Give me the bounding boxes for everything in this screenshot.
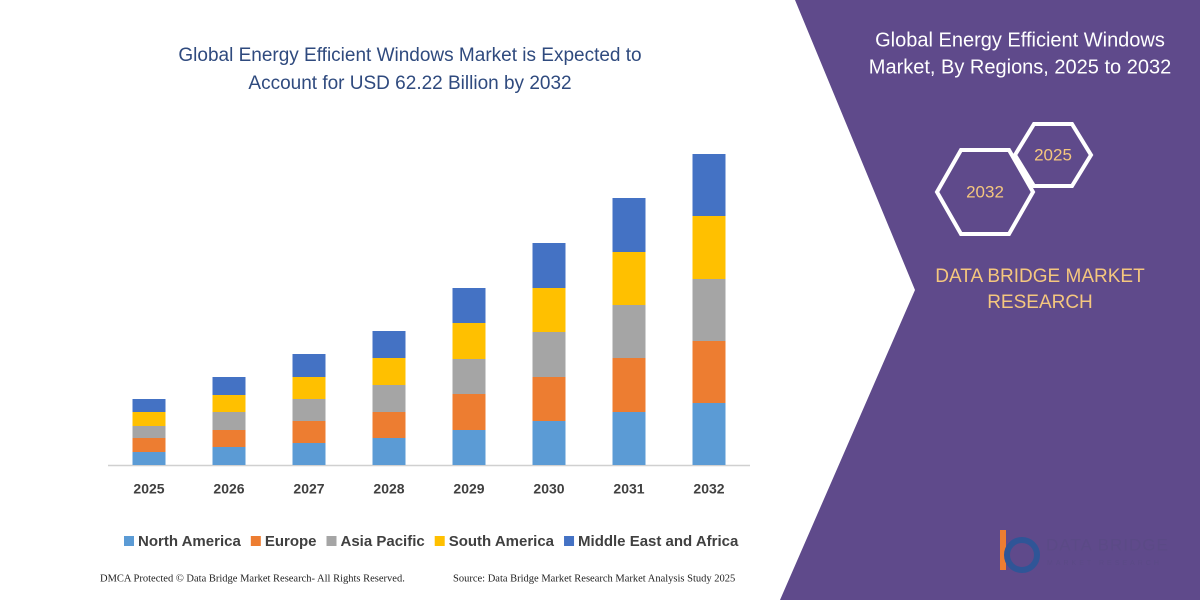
x-tick-label: 2027 bbox=[293, 481, 324, 497]
bar-segment bbox=[612, 198, 646, 252]
bar-segment bbox=[612, 305, 646, 358]
footer-right: Source: Data Bridge Market Research Mark… bbox=[453, 573, 735, 584]
bar-segment bbox=[372, 412, 406, 438]
panel-title: Market, By Regions, 2025 to 2032 bbox=[869, 56, 1171, 78]
bar-segment bbox=[212, 412, 246, 430]
legend-label: Europe bbox=[265, 533, 317, 550]
x-tick-label: 2031 bbox=[613, 481, 644, 497]
bar-segment bbox=[212, 430, 246, 447]
bar-segment bbox=[372, 331, 406, 358]
logo: DATA BRIDGE MARKET RESEARCH bbox=[1000, 530, 1169, 573]
bar-segment bbox=[532, 243, 566, 288]
bar-segment bbox=[452, 359, 486, 394]
chart-title: Account for USD 62.22 Billion by 2032 bbox=[248, 73, 571, 94]
bar-segment bbox=[372, 358, 406, 385]
hexagon-label: 2032 bbox=[966, 182, 1004, 201]
logo-text: MARKET RESEARCH bbox=[1047, 560, 1162, 567]
x-tick-label: 2025 bbox=[133, 481, 164, 497]
bar-segment bbox=[452, 394, 486, 430]
bar-segment bbox=[532, 288, 566, 332]
bar-segment bbox=[212, 377, 246, 395]
bar-segment bbox=[452, 288, 486, 323]
bar-segment bbox=[292, 399, 326, 421]
legend-swatch bbox=[250, 536, 261, 546]
x-tick-label: 2030 bbox=[533, 481, 564, 497]
hexagon bbox=[934, 148, 1036, 236]
bar-segment bbox=[132, 412, 166, 426]
bar-segment bbox=[692, 154, 726, 216]
logo-bar bbox=[1000, 530, 1006, 570]
bar-segment bbox=[532, 421, 566, 465]
legend-label: Middle East and Africa bbox=[578, 533, 739, 550]
logo-text: DATA BRIDGE bbox=[1046, 535, 1169, 554]
bar-segment bbox=[692, 216, 726, 279]
brand-text: RESEARCH bbox=[987, 292, 1093, 313]
bar-segment bbox=[132, 438, 166, 452]
footer-left: DMCA Protected © Data Bridge Market Rese… bbox=[100, 573, 405, 584]
x-tick-label: 2032 bbox=[693, 481, 724, 497]
bar-segment bbox=[692, 279, 726, 341]
bar-segment bbox=[372, 385, 406, 412]
bar-segment bbox=[372, 438, 406, 465]
bar-segment bbox=[132, 426, 166, 438]
bar-segment bbox=[532, 377, 566, 421]
brand-text: DATA BRIDGE MARKET bbox=[935, 266, 1145, 287]
bar-segment bbox=[212, 395, 246, 412]
bar-segment bbox=[532, 332, 566, 377]
legend-swatch bbox=[326, 536, 337, 546]
bar-segment bbox=[612, 358, 646, 412]
legend-label: Asia Pacific bbox=[341, 533, 425, 550]
panel-title: Global Energy Efficient Windows bbox=[875, 29, 1165, 51]
chart-title: Global Energy Efficient Windows Market i… bbox=[178, 45, 641, 66]
bar-segment bbox=[692, 403, 726, 465]
bar-segment bbox=[612, 252, 646, 305]
bar-segment bbox=[452, 323, 486, 359]
legend-label: North America bbox=[138, 533, 241, 550]
legend-swatch bbox=[434, 536, 445, 546]
x-tick-label: 2028 bbox=[373, 481, 404, 497]
legend-swatch bbox=[564, 536, 575, 546]
bar-segment bbox=[212, 447, 246, 465]
bar-segment bbox=[292, 443, 326, 465]
bar-segment bbox=[132, 452, 166, 465]
legend-label: South America bbox=[449, 533, 555, 550]
bar-segment bbox=[292, 377, 326, 399]
bar-segment bbox=[292, 354, 326, 377]
x-tick-label: 2029 bbox=[453, 481, 484, 497]
side-panel bbox=[780, 0, 1200, 600]
logo-circle bbox=[1004, 537, 1040, 573]
x-tick-label: 2026 bbox=[213, 481, 244, 497]
legend-swatch bbox=[124, 536, 134, 546]
bar-segment bbox=[132, 399, 166, 412]
bar-segment bbox=[692, 341, 726, 403]
bar-segment bbox=[452, 430, 486, 465]
bar-segment bbox=[292, 421, 326, 443]
hexagon-label: 2025 bbox=[1034, 145, 1072, 164]
hexagon bbox=[1012, 122, 1094, 188]
bar-segment bbox=[612, 412, 646, 465]
